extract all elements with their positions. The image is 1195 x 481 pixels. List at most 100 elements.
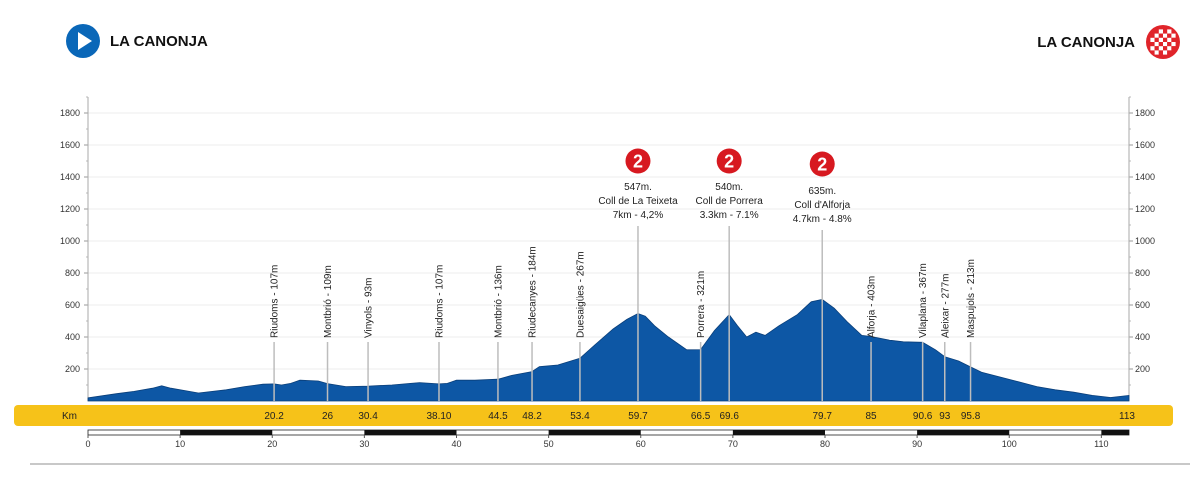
checker-square <box>1158 42 1163 47</box>
climb-info-line: 540m. <box>715 182 743 193</box>
checker-square <box>1150 42 1155 47</box>
y-tick-label-left: 200 <box>65 364 80 374</box>
km-marker-label: 69.6 <box>719 411 739 422</box>
checker-square <box>1158 33 1163 38</box>
checker-square <box>1163 42 1168 47</box>
y-tick-label-right: 1600 <box>1135 140 1155 150</box>
waypoint-label: Porrera - 321m <box>696 271 707 338</box>
finish-header: LA CANONJA <box>1037 24 1181 60</box>
y-tick-label-left: 1600 <box>60 140 80 150</box>
km-marker-label: 90.6 <box>913 411 933 422</box>
km-scale-segment <box>917 430 1010 435</box>
category-2-badge-icon <box>716 148 742 174</box>
y-tick-label-right: 600 <box>1135 300 1150 310</box>
checker-square <box>1154 29 1159 34</box>
y-tick-label-right: 800 <box>1135 268 1150 278</box>
y-tick-label-left: 600 <box>65 300 80 310</box>
checker-square <box>1158 46 1163 51</box>
waypoint-label: Vilaplana - 367m <box>918 263 929 338</box>
checker-square <box>1150 37 1155 42</box>
climb-category: 2 <box>633 152 643 172</box>
category-2-badge-icon <box>809 151 835 177</box>
km-marker-label: 20.2 <box>264 411 284 422</box>
y-tick-label-right: 1000 <box>1135 236 1155 246</box>
start-town-label: LA CANONJA <box>110 32 208 50</box>
checker-square <box>1163 37 1168 42</box>
km-marker-label: 95.8 <box>961 411 981 422</box>
checker-square <box>1171 46 1176 51</box>
waypoint-label: Aleixar - 277m <box>940 274 951 338</box>
km-marker-label: 113 <box>1119 411 1135 422</box>
climb-info-line: 7km - 4,2% <box>613 210 664 221</box>
checker-square <box>1150 33 1155 38</box>
y-tick-label-left: 1200 <box>60 204 80 214</box>
checker-square <box>1158 37 1163 42</box>
y-tick-label-right: 1400 <box>1135 172 1155 182</box>
finish-town-label: LA CANONJA <box>1037 33 1135 51</box>
km-scale-segment <box>548 430 641 435</box>
x-tick-label: 10 <box>175 439 185 449</box>
climb-category: 2 <box>724 152 734 172</box>
checker-square <box>1167 29 1172 34</box>
y-tick-label-left: 1400 <box>60 172 80 182</box>
km-marker-label: 26 <box>322 411 334 422</box>
x-tick-label: 110 <box>1094 439 1108 449</box>
x-tick-label: 90 <box>912 439 922 449</box>
waypoint-label: Alforja - 403m <box>867 276 878 338</box>
x-tick-label: 60 <box>636 439 646 449</box>
y-tick-label-left: 800 <box>65 268 80 278</box>
km-bar-title: Km <box>62 411 77 422</box>
climb-info-line: 635m. <box>808 186 836 197</box>
checker-square <box>1154 33 1159 38</box>
checker-square <box>1163 46 1168 51</box>
km-scale-segment <box>732 430 825 435</box>
category-2-badge-icon <box>625 148 651 174</box>
play-triangle-icon <box>66 24 100 58</box>
climb-info-line: 547m. <box>624 182 652 193</box>
km-marker-label: 38.10 <box>426 411 451 422</box>
y-tick-label-left: 400 <box>65 332 80 342</box>
waypoint-label: Riudoms - 107m <box>270 265 281 338</box>
climb-info-line: Coll d'Alforja <box>794 200 850 211</box>
km-scale-segment <box>1101 430 1129 435</box>
x-tick-label: 40 <box>451 439 461 449</box>
km-marker-label: 53.4 <box>570 411 590 422</box>
checker-square <box>1167 42 1172 47</box>
checker-square <box>1167 37 1172 42</box>
checker-square <box>1154 42 1159 47</box>
climb-info-line: 4.7km - 4.8% <box>793 214 852 225</box>
checker-square <box>1158 50 1163 55</box>
km-marker-label: 48.2 <box>522 411 542 422</box>
climb-info-line: 3.3km - 7.1% <box>700 210 759 221</box>
y-tick-label-left: 1000 <box>60 236 80 246</box>
checker-square <box>1158 29 1163 34</box>
climb-category: 2 <box>817 155 827 175</box>
km-marker-label: 44.5 <box>488 411 508 422</box>
waypoint-label: Maspujols - 213m <box>966 259 977 338</box>
waypoint-label: Vinyols - 93m <box>364 278 375 338</box>
checker-square <box>1167 50 1172 55</box>
waypoint-label: Riudoms - 107m <box>434 265 445 338</box>
checker-square <box>1167 33 1172 38</box>
climb-info-line: Coll de Porrera <box>696 196 764 207</box>
checker-square <box>1150 46 1155 51</box>
checker-square <box>1163 50 1168 55</box>
checker-square <box>1154 37 1159 42</box>
km-marker-label: 79.7 <box>812 411 832 422</box>
start-header: LA CANONJA <box>66 24 208 58</box>
km-marker-label: 30.4 <box>358 411 378 422</box>
x-tick-label: 30 <box>359 439 369 449</box>
km-marker-label: 59.7 <box>628 411 648 422</box>
waypoint-label: Riudecanyes - 184m <box>528 246 539 338</box>
x-tick-label: 0 <box>85 439 90 449</box>
checker-square <box>1154 46 1159 51</box>
bottom-divider <box>30 463 1190 465</box>
y-tick-label-right: 1800 <box>1135 108 1155 118</box>
km-bar <box>14 405 1173 426</box>
km-scale-segment <box>180 430 273 435</box>
y-tick-label-right: 1200 <box>1135 204 1155 214</box>
checker-square <box>1163 33 1168 38</box>
checker-square <box>1171 42 1176 47</box>
